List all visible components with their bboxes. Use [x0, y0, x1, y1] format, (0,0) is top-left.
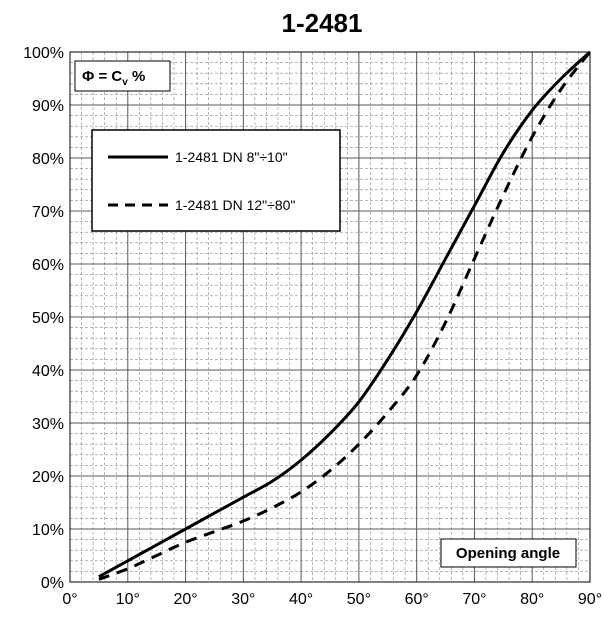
x-tick-label: 60°: [405, 591, 429, 608]
series-line-2: [98, 51, 592, 581]
y-annotation-box: Φ = Cv %: [74, 60, 171, 92]
y-tick-label: 30%: [32, 416, 64, 433]
y-tick-label: 80%: [32, 151, 64, 168]
y-tick-label: 60%: [32, 257, 64, 274]
x-annotation-label: Opening angle: [456, 545, 560, 562]
x-tick-label: 40°: [289, 591, 313, 608]
x-tick-label: 50°: [347, 591, 371, 608]
y-axis-ticks: 0% 10% 20% 30% 40% 50% 60% 70% 80% 90% 100%: [23, 45, 64, 592]
x-axis-ticks: 0° 10° 20° 30° 40° 50° 60° 70° 80° 90°: [62, 591, 602, 608]
y-annotation-unit: %: [128, 68, 146, 85]
x-tick-label: 10°: [116, 591, 140, 608]
y-annotation-sub: v: [122, 77, 128, 88]
y-tick-label: 10%: [32, 522, 64, 539]
x-tick-label: 30°: [231, 591, 255, 608]
x-tick-label: 80°: [520, 591, 544, 608]
y-tick-label: 90%: [32, 98, 64, 115]
series-layer: [98, 50, 592, 581]
series-line-1: [98, 50, 592, 579]
x-tick-label: 20°: [173, 591, 197, 608]
legend: 1-2481 DN 8"÷10" 1-2481 DN 12"÷80": [91, 129, 341, 232]
legend-label-series-1: 1-2481 DN 8"÷10": [175, 149, 288, 165]
y-annotation-phi: Φ = C: [82, 68, 122, 85]
y-tick-label: 100%: [23, 45, 64, 62]
svg-text:Φ = Cv %: Φ = Cv %: [82, 68, 145, 88]
x-annotation-box: Opening angle: [440, 538, 577, 568]
y-tick-label: 50%: [32, 310, 64, 327]
plot-frame: [69, 51, 591, 583]
y-tick-label: 40%: [32, 363, 64, 380]
y-tick-label: 70%: [32, 204, 64, 221]
y-tick-label: 0%: [41, 575, 64, 592]
x-tick-label: 90°: [578, 591, 602, 608]
x-tick-label: 0°: [62, 591, 77, 608]
x-tick-label: 70°: [462, 591, 486, 608]
chart-title: 1-2481: [282, 8, 363, 38]
legend-label-series-2: 1-2481 DN 12"÷80": [175, 197, 295, 213]
y-tick-label: 20%: [32, 469, 64, 486]
